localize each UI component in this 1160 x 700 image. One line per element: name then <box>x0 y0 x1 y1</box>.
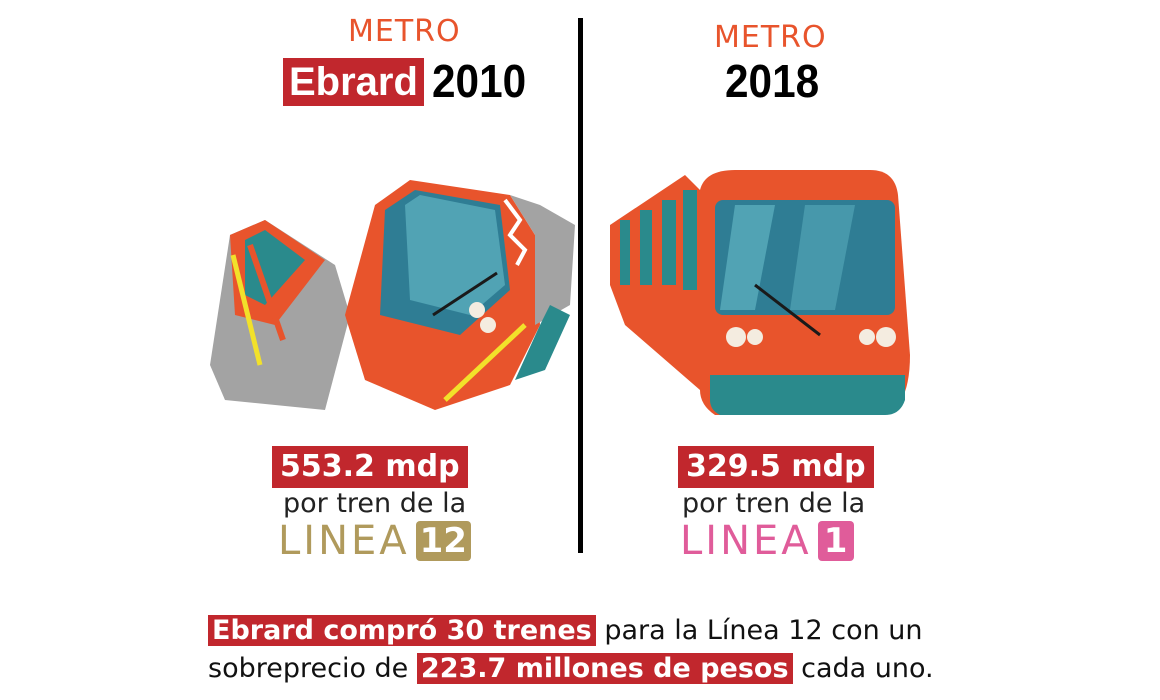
front-teal-skirt <box>515 305 570 380</box>
windshield-reflection-2 <box>790 205 855 310</box>
bottom-line-2: sobreprecio de 223.7 millones de pesos c… <box>208 650 934 688</box>
bottom-text-2: sobreprecio de <box>208 653 409 684</box>
windshield-wiper <box>432 271 498 317</box>
bottom-highlight-1: Ebrard compró 30 trenes <box>208 615 596 646</box>
left-linea-number: 12 <box>415 521 471 561</box>
vertical-divider <box>578 18 583 553</box>
bottom-text-3: cada uno. <box>801 653 934 684</box>
headlight-left <box>726 327 746 347</box>
rear-yellow-stripe <box>230 254 263 366</box>
left-metro-label: METRO <box>348 14 461 49</box>
windshield-wiper <box>754 283 821 337</box>
left-year: 2010 <box>432 55 527 107</box>
headlight-left-small <box>747 329 763 345</box>
front-debris-edge <box>510 195 575 325</box>
right-metro-label: METRO <box>714 20 827 55</box>
left-linea-word: LINEA <box>278 518 410 564</box>
rear-car-window <box>245 230 305 305</box>
left-name-label: Ebrard <box>283 58 424 106</box>
headlight-right <box>876 327 896 347</box>
left-linea-logo: LINEA 12 <box>278 518 471 564</box>
right-linea-word: LINEA <box>680 518 812 564</box>
right-linea-logo: LINEA 1 <box>680 518 854 564</box>
headlight-right-small <box>859 329 875 345</box>
side-window-4 <box>683 190 697 290</box>
metro-train-icon <box>610 170 910 415</box>
headlight-2 <box>480 317 496 333</box>
right-linea-number: 1 <box>817 521 854 561</box>
bottom-highlight-2: 223.7 millones de pesos <box>416 653 793 684</box>
windshield-reflection <box>405 195 505 315</box>
right-subtitle: por tren de la <box>682 488 866 519</box>
windshield-reflection-1 <box>720 205 775 310</box>
front-bumper <box>710 375 905 415</box>
side-window-1 <box>620 220 630 285</box>
left-price: 553.2 mdp <box>272 446 468 488</box>
broken-train-icon <box>210 180 575 410</box>
headlight-1 <box>469 302 485 318</box>
rear-orange-stripe <box>247 244 286 341</box>
train-side <box>610 175 700 390</box>
front-yellow-stripe <box>443 323 527 402</box>
crack-line <box>503 198 528 266</box>
left-subtitle: por tren de la <box>283 488 467 519</box>
right-year: 2018 <box>725 55 820 107</box>
bottom-text-1: para la Línea 12 con un <box>604 615 923 646</box>
side-window-3 <box>662 200 676 285</box>
bottom-line-1: Ebrard compró 30 trenes para la Línea 12… <box>208 612 923 650</box>
right-price: 329.5 mdp <box>678 446 874 488</box>
side-window-2 <box>640 210 652 285</box>
